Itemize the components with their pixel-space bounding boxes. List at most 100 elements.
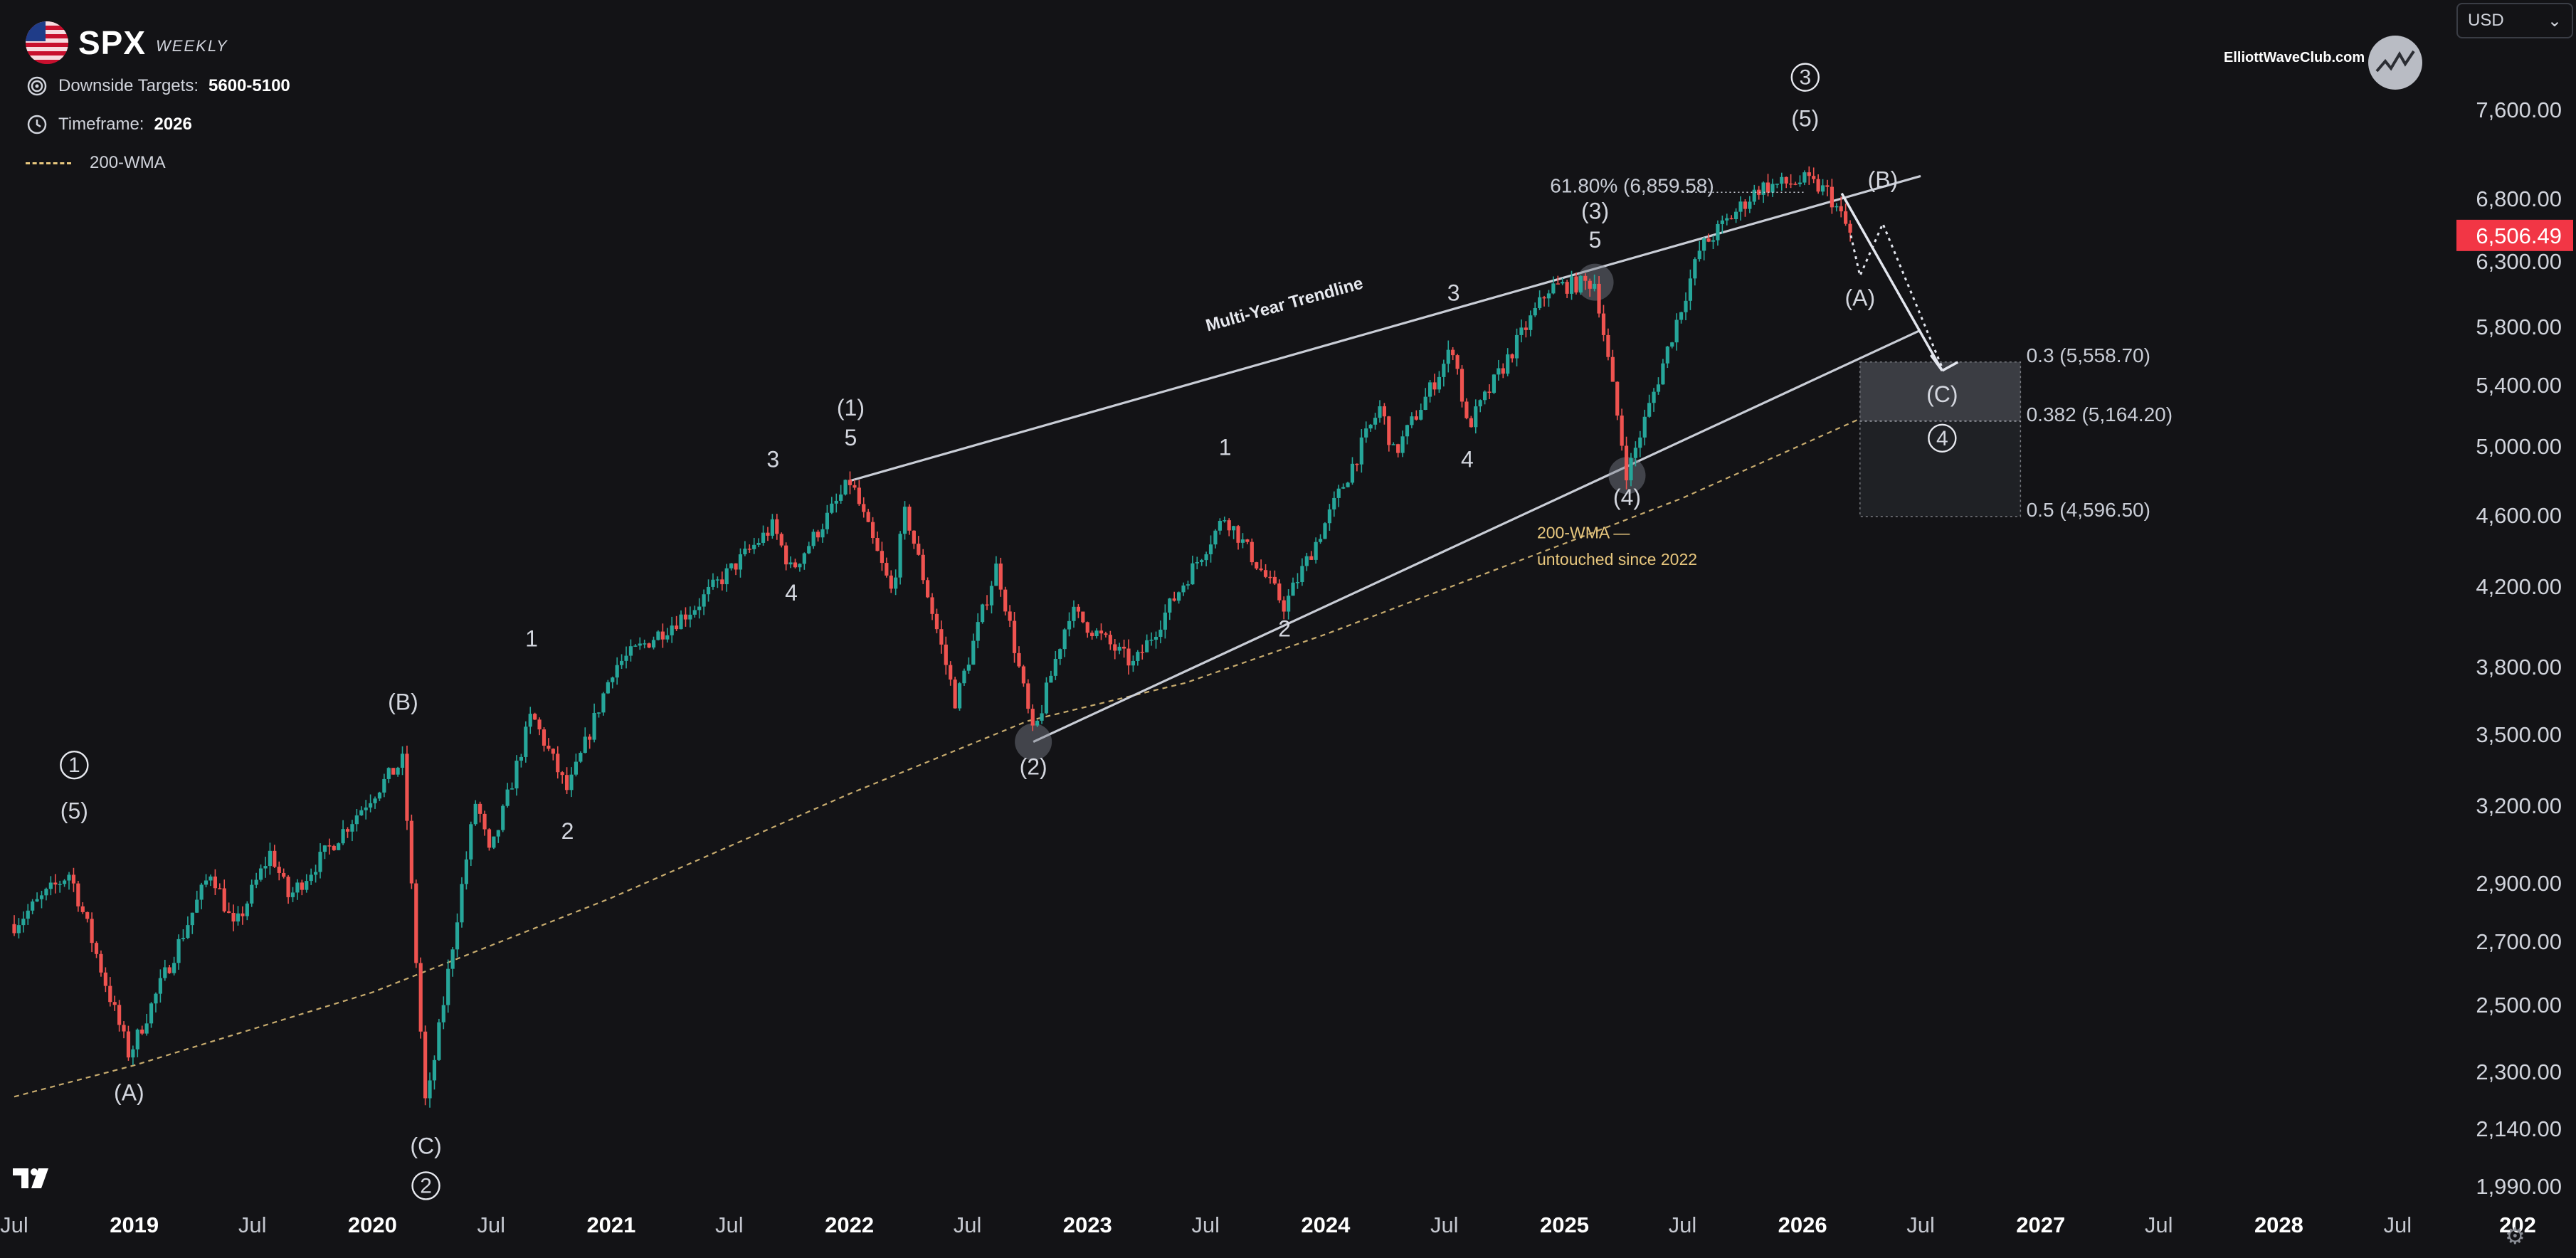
candle[interactable] <box>902 501 907 540</box>
candle[interactable] <box>1729 215 1733 220</box>
candle[interactable] <box>926 577 930 598</box>
candle[interactable] <box>1213 529 1218 549</box>
candle[interactable] <box>606 680 610 694</box>
candle[interactable] <box>85 911 90 923</box>
candle[interactable] <box>766 527 770 541</box>
candle[interactable] <box>1542 295 1546 307</box>
candle[interactable] <box>1633 441 1638 467</box>
candle[interactable] <box>26 904 30 925</box>
candle[interactable] <box>1026 679 1030 714</box>
candle[interactable] <box>1208 535 1213 563</box>
candle[interactable] <box>1464 398 1469 420</box>
candle[interactable] <box>1272 570 1277 586</box>
candle[interactable] <box>1793 181 1798 186</box>
candle[interactable] <box>720 571 724 591</box>
candle[interactable] <box>1263 564 1268 578</box>
candle[interactable] <box>76 880 80 912</box>
candle[interactable] <box>112 995 117 1011</box>
candle[interactable] <box>934 608 939 634</box>
candle[interactable] <box>273 845 277 868</box>
candle[interactable] <box>683 607 688 627</box>
candle[interactable] <box>692 606 697 618</box>
candle[interactable] <box>574 754 579 777</box>
candle[interactable] <box>528 707 532 734</box>
candle[interactable] <box>793 559 798 569</box>
candle[interactable] <box>957 682 962 711</box>
candle[interactable] <box>67 872 71 890</box>
candle[interactable] <box>1784 176 1788 189</box>
candle[interactable] <box>1121 639 1126 658</box>
candle[interactable] <box>1364 421 1368 443</box>
candle[interactable] <box>994 556 998 586</box>
candle[interactable] <box>615 657 619 685</box>
y-axis[interactable]: 7,600.00 6,800.00 6,300.00 5,800.00 5,400.00… <box>2456 97 2573 1199</box>
candle[interactable] <box>1021 665 1025 687</box>
candle[interactable] <box>277 861 281 881</box>
candle[interactable] <box>1789 174 1793 189</box>
candle[interactable] <box>866 509 870 523</box>
x-axis[interactable]: Jul 2019 Jul 2020 Jul 2021 Jul 2022 Jul 2023 Jul 20… <box>0 1212 2536 1237</box>
candle[interactable] <box>1606 328 1610 361</box>
candle[interactable] <box>702 589 706 615</box>
candle[interactable] <box>647 643 651 649</box>
candle[interactable] <box>1825 179 1830 196</box>
candle[interactable] <box>579 751 583 763</box>
candle[interactable] <box>39 890 44 909</box>
candle[interactable] <box>917 536 921 556</box>
candle[interactable] <box>524 721 528 763</box>
candle[interactable] <box>679 610 683 630</box>
candle[interactable] <box>12 915 16 936</box>
candle[interactable] <box>601 692 606 716</box>
candle[interactable] <box>624 646 628 669</box>
fib-extension-zone[interactable] <box>1859 421 2022 517</box>
candle[interactable] <box>912 530 916 549</box>
candle[interactable] <box>1565 280 1569 299</box>
candle[interactable] <box>747 544 751 553</box>
candle[interactable] <box>1661 359 1665 385</box>
candle[interactable] <box>583 727 587 754</box>
candle[interactable] <box>939 620 944 654</box>
candle[interactable] <box>738 548 743 578</box>
candle[interactable] <box>1839 196 1843 218</box>
candle[interactable] <box>473 800 477 826</box>
candle[interactable] <box>989 581 994 614</box>
candle[interactable] <box>482 810 487 836</box>
candle[interactable] <box>779 532 783 548</box>
candle[interactable] <box>236 906 241 926</box>
candle[interactable] <box>227 902 231 914</box>
candle[interactable] <box>1099 623 1104 640</box>
candle[interactable] <box>1003 586 1008 615</box>
multi-year-trendline[interactable] <box>850 174 1921 482</box>
candle[interactable] <box>1807 166 1811 185</box>
candle[interactable] <box>204 874 208 888</box>
candle[interactable] <box>1474 399 1478 434</box>
candle[interactable] <box>254 872 258 889</box>
candle[interactable] <box>345 827 350 838</box>
candle[interactable] <box>1752 184 1756 205</box>
candle[interactable] <box>1538 290 1542 310</box>
candle[interactable] <box>533 712 537 720</box>
candle[interactable] <box>181 929 186 942</box>
candle[interactable] <box>1081 611 1085 624</box>
candle[interactable] <box>241 906 245 925</box>
candle[interactable] <box>564 767 569 794</box>
candle[interactable] <box>437 1018 441 1061</box>
candle[interactable] <box>418 957 423 1039</box>
candle[interactable] <box>1332 491 1336 517</box>
candle[interactable] <box>688 606 692 628</box>
candle[interactable] <box>1524 321 1528 338</box>
candle[interactable] <box>469 821 473 867</box>
candle[interactable] <box>569 767 574 798</box>
candle[interactable] <box>743 541 747 556</box>
candle[interactable] <box>373 796 377 809</box>
candle[interactable] <box>1287 589 1291 620</box>
candle[interactable] <box>341 820 345 845</box>
candle[interactable] <box>1295 573 1300 589</box>
candle[interactable] <box>400 746 405 776</box>
candle[interactable] <box>962 668 966 687</box>
candle[interactable] <box>1094 628 1099 639</box>
candle[interactable] <box>1711 235 1716 250</box>
candle[interactable] <box>208 874 213 887</box>
candle[interactable] <box>670 616 674 643</box>
